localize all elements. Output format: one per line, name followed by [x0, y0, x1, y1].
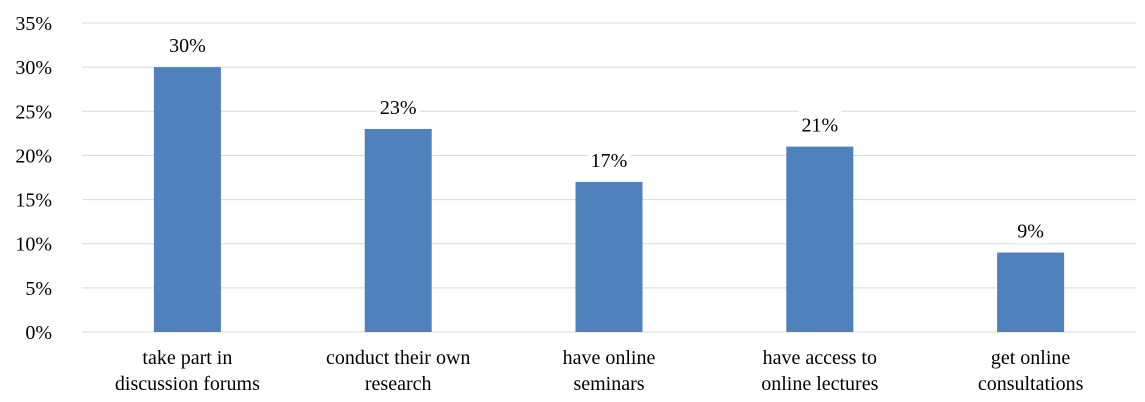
- category-label-line: consultations: [978, 373, 1084, 395]
- category-label: get online consultations: [978, 347, 1084, 395]
- category-label: take part in discussion forums: [115, 347, 260, 395]
- category-label: have online seminars: [563, 347, 656, 395]
- bar: [786, 146, 854, 332]
- y-tick-label: 10%: [15, 234, 52, 256]
- data-label-background: [587, 144, 631, 173]
- y-tick-label: 15%: [15, 190, 52, 212]
- category-label-line: get online: [991, 347, 1071, 369]
- data-label: 21%: [801, 115, 838, 137]
- category-label-line: conduct their own: [326, 347, 470, 369]
- category-label-line: take part in: [142, 347, 232, 369]
- y-axis-tick-labels: 0% 5% 10% 15% 20% 25% 30% 35%: [15, 13, 52, 344]
- bar: [997, 252, 1065, 332]
- y-tick-label: 30%: [15, 57, 52, 79]
- bar: [153, 67, 221, 333]
- data-label-background: [1014, 215, 1047, 244]
- y-tick-label: 35%: [15, 13, 52, 35]
- category-label-line: have access to: [763, 347, 877, 369]
- category-label-line: discussion forums: [115, 373, 260, 395]
- data-label: 30%: [169, 35, 206, 57]
- category-label: conduct their own research: [326, 347, 470, 395]
- data-labels: 30% 23% 17% 21% 9%: [165, 30, 1047, 244]
- data-label-background: [798, 109, 842, 138]
- category-label-line: research: [365, 373, 432, 395]
- category-label-line: online lectures: [761, 373, 878, 395]
- data-label: 23%: [380, 97, 417, 119]
- data-label-background: [165, 30, 209, 59]
- x-axis-category-labels: take part in discussion forums conduct the…: [115, 347, 1084, 395]
- category-label-line: have online: [563, 347, 656, 369]
- y-tick-label: 25%: [15, 101, 52, 123]
- y-tick-label: 20%: [15, 145, 52, 167]
- bars: [153, 67, 1065, 333]
- y-tick-label: 0%: [25, 322, 52, 344]
- y-tick-label: 5%: [25, 278, 52, 300]
- data-label-background: [376, 91, 420, 120]
- category-label: have access to online lectures: [761, 347, 878, 395]
- category-label-line: seminars: [573, 373, 644, 395]
- data-label: 9%: [1017, 221, 1044, 243]
- bar: [575, 181, 643, 332]
- data-label: 17%: [591, 150, 628, 172]
- bar: [364, 128, 432, 332]
